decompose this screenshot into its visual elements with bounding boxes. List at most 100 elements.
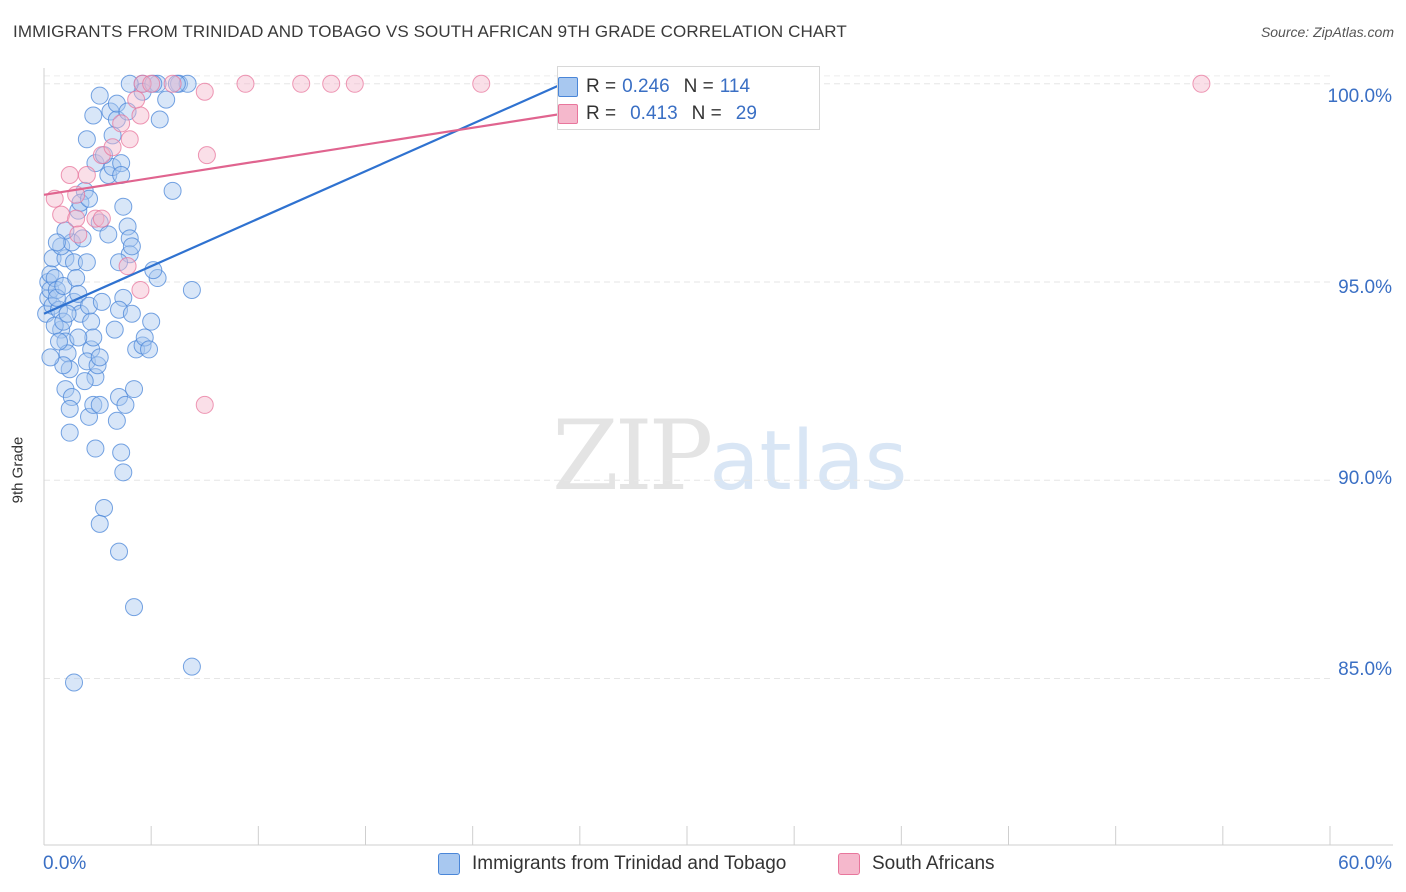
y-axis-label: 9th Grade	[9, 436, 27, 504]
n-value: 29	[735, 103, 757, 124]
trinidad-point	[114, 197, 133, 216]
south-african-point	[52, 205, 71, 224]
watermark-atlas: atlas	[709, 414, 908, 509]
trinidad-point	[116, 395, 135, 414]
stats-row-south-africans: R = 0.413 N = 29	[558, 100, 757, 128]
trinidad-point	[69, 328, 88, 347]
trinidad-point	[125, 598, 144, 617]
trinidad-point	[135, 328, 154, 347]
trinidad-point	[182, 280, 201, 299]
r-label: R =	[586, 103, 617, 124]
legend-swatch-trinidad	[438, 853, 460, 875]
trinidad-point	[122, 304, 141, 323]
trinidad-point	[157, 90, 176, 109]
legend-label-trinidad: Immigrants from Trinidad and Tobago	[472, 853, 787, 874]
trinidad-point	[178, 74, 197, 93]
trinidad-point	[75, 372, 94, 391]
y-tick-label-90: 90.0%	[1338, 468, 1392, 489]
trinidad-point	[41, 348, 60, 367]
watermark-zip: ZIP	[552, 400, 713, 512]
trinidad-point	[90, 395, 109, 414]
trinidad-point	[140, 340, 159, 359]
south-african-point	[86, 209, 105, 228]
stats-swatch-south-africans	[558, 104, 578, 124]
trinidad-point	[112, 443, 131, 462]
legend-item-south-africans[interactable]: South Africans	[838, 851, 995, 877]
south-african-point	[142, 74, 161, 93]
trinidad-point	[84, 395, 103, 414]
trinidad-point	[92, 292, 111, 311]
trinidad-point	[163, 181, 182, 200]
south-african-point	[69, 225, 88, 244]
legend-item-trinidad[interactable]: Immigrants from Trinidad and Tobago	[438, 851, 786, 877]
trinidad-point	[182, 657, 201, 676]
south-african-point	[197, 146, 216, 165]
legend-label-south-africans: South Africans	[872, 853, 995, 874]
trinidad-point	[90, 348, 109, 367]
south-african-point	[195, 395, 214, 414]
n-label: N =	[683, 76, 714, 97]
trinidad-point	[114, 288, 133, 307]
x-tick-label-min: 0.0%	[43, 853, 87, 874]
r-value: 0.246	[622, 76, 670, 97]
trinidad-point	[62, 387, 81, 406]
south-african-point	[112, 114, 131, 133]
south-african-point	[60, 165, 79, 184]
trinidad-point	[90, 514, 109, 533]
trinidad-point	[60, 423, 79, 442]
trinidad-point	[47, 233, 66, 252]
trinidad-point	[54, 356, 73, 375]
watermark: ZIPatlas	[552, 400, 907, 512]
south-african-point	[472, 74, 491, 93]
trinidad-point	[86, 368, 105, 387]
trinidad-point	[142, 312, 161, 331]
trinidad-point	[122, 237, 141, 256]
trinidad-point	[82, 312, 101, 331]
trinidad-point	[118, 217, 137, 236]
trinidad-point	[120, 74, 139, 93]
y-tick-label-85: 85.0%	[1338, 659, 1392, 680]
trinidad-point	[114, 463, 133, 482]
south-african-point	[127, 90, 146, 109]
south-african-point	[120, 130, 139, 149]
south-african-point	[131, 280, 150, 299]
trinidad-point	[150, 110, 169, 129]
south-african-point	[322, 74, 341, 93]
legend-swatch-south-africans	[838, 853, 860, 875]
south-african-point	[163, 74, 182, 93]
stats-legend-box: R = 0.246 N = 114 R = 0.413 N = 29	[557, 66, 820, 130]
south-african-point	[195, 82, 214, 101]
trinidad-point	[95, 499, 114, 518]
trinidad-point	[47, 288, 66, 307]
source-label: Source: ZipAtlas.com	[1260, 24, 1394, 40]
trinidad-point	[77, 130, 96, 149]
x-tick-label-max: 60.0%	[1338, 853, 1392, 874]
trinidad-point	[56, 249, 75, 268]
n-label: N =	[691, 103, 722, 124]
trinidad-point	[107, 411, 126, 430]
trinidad-point	[90, 86, 109, 105]
trinidad-point	[125, 380, 144, 399]
trinidad-trend-line	[43, 82, 564, 315]
trinidad-point	[65, 673, 84, 692]
trinidad-point	[77, 253, 96, 272]
south-african-point	[103, 138, 122, 157]
chart-title: IMMIGRANTS FROM TRINIDAD AND TOBAGO VS S…	[13, 22, 847, 41]
trinidad-point	[80, 407, 99, 426]
trinidad-point	[58, 304, 77, 323]
stats-swatch-trinidad	[558, 77, 578, 97]
r-value: 0.413	[630, 103, 678, 124]
south-african-point	[118, 257, 137, 276]
trinidad-point	[50, 332, 69, 351]
stats-row-trinidad: R = 0.246 N = 114	[558, 73, 750, 101]
trinidad-point	[167, 74, 186, 93]
south-african-point	[67, 209, 86, 228]
trinidad-point	[60, 399, 79, 418]
south-african-point	[236, 74, 255, 93]
trinidad-point	[67, 269, 86, 288]
trinidad-point	[84, 328, 103, 347]
trinidad-point	[148, 74, 167, 93]
south-african-point	[292, 74, 311, 93]
trinidad-point	[110, 253, 129, 272]
